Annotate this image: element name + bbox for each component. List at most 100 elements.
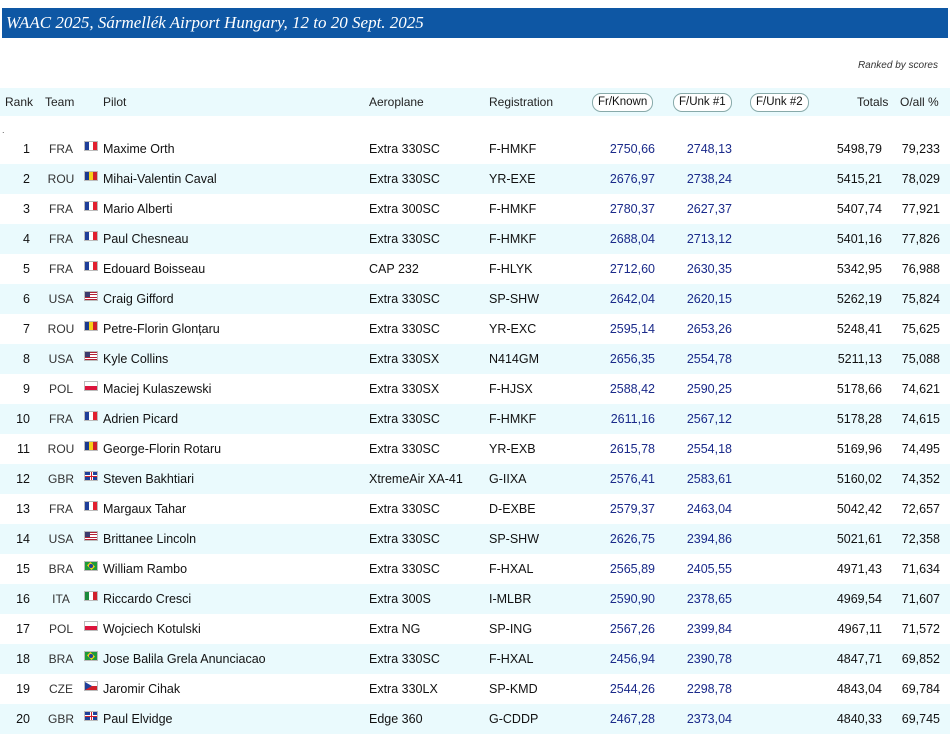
f-unk1-cell: 2298,78 [686,682,732,696]
fr-known-cell: 2688,04 [609,232,655,246]
fra-flag-icon [84,501,98,511]
gbr-flag-icon [84,711,98,721]
table-row: 14 USA Brittanee Lincoln Extra 330SC SP-SHW 2… [0,524,950,554]
overall-cell: 71,607 [901,592,940,606]
overall-cell: 74,352 [901,472,940,486]
f-unk2-button[interactable]: F/Unk #2 [750,93,809,112]
aeroplane-cell: Extra 330SX [369,382,440,396]
overall-cell: 71,572 [901,622,940,636]
aeroplane-cell: Extra 330SC [369,532,440,546]
aeroplane-cell: Extra 330SC [369,232,440,246]
overall-cell: 71,634 [901,562,940,576]
ranked-by-note: Ranked by scores [857,60,938,71]
overall-cell: 75,824 [901,292,940,306]
fr-known-cell: 2626,75 [609,532,655,546]
rank-cell: 5 [23,262,30,276]
totals-cell: 5262,19 [836,292,882,306]
table-row: 15 BRA William Rambo Extra 330SC F-HXAL 2565,… [0,554,950,584]
page-title: WAAC 2025, Sármellék Airport Hungary, 12… [2,8,948,38]
cze-flag-icon [84,681,98,691]
aeroplane-cell: Extra 330SC [369,442,440,456]
overall-cell: 72,657 [901,502,940,516]
f-unk1-cell: 2590,25 [686,382,732,396]
f-unk1-button[interactable]: F/Unk #1 [673,93,732,112]
overall-cell: 72,358 [901,532,940,546]
team-cell: BRA [48,562,74,576]
pilot-cell: George-Florin Rotaru [103,442,222,456]
usa-flag-icon [84,351,98,361]
fr-known-cell: 2467,28 [609,712,655,726]
aeroplane-cell: Extra 330SC [369,502,440,516]
rank-cell: 6 [23,292,30,306]
team-cell: ROU [47,322,75,336]
team-cell: POL [48,382,73,396]
overall-cell: 75,088 [901,352,940,366]
pilot-cell: Maxime Orth [103,142,175,156]
table-row: 13 FRA Margaux Tahar Extra 330SC D-EXBE 2579,… [0,494,950,524]
table-row: 4 FRA Paul Chesneau Extra 330SC F-HMKF 2688,0… [0,224,950,254]
bra-flag-icon [84,651,98,661]
table-row: 20 GBR Paul Elvidge Edge 360 G-CDDP 2467,28 23… [0,704,950,734]
rank-cell: 13 [16,502,30,516]
table-row: 1 FRA Maxime Orth Extra 330SC F-HMKF 2750,66 2… [0,134,950,164]
table-row: 6 USA Craig Gifford Extra 330SC SP-SHW 2642,0… [0,284,950,314]
totals-cell: 5042,42 [836,502,882,516]
team-cell: POL [48,622,73,636]
totals-cell: 5211,13 [837,352,882,366]
fr-known-cell: 2656,35 [609,352,655,366]
fr-known-cell: 2615,78 [609,442,655,456]
aeroplane-cell: Extra 330SC [369,292,440,306]
pilot-cell: William Rambo [103,562,188,576]
rank-cell: 16 [16,592,30,606]
fr-known-cell: 2456,94 [609,652,655,666]
totals-cell: 5021,61 [836,532,882,546]
pilot-cell: Mario Alberti [103,202,173,216]
pol-flag-icon [84,621,98,631]
rou-flag-icon [84,171,98,181]
team-cell: FRA [49,232,73,246]
fr-known-cell: 2676,97 [609,172,655,186]
totals-cell: 4969,54 [836,592,882,606]
pilot-cell: Edouard Boisseau [103,262,206,276]
pilot-cell: Paul Elvidge [103,712,173,726]
fra-flag-icon [84,231,98,241]
table-row: 3 FRA Mario Alberti Extra 300SC F-HMKF 2780,3… [0,194,950,224]
totals-cell: 5160,02 [836,472,882,486]
rank-cell: 8 [23,352,30,366]
pilot-cell: Margaux Tahar [103,502,187,516]
aeroplane-cell: Extra 330SC [369,142,440,156]
registration-cell: G-CDDP [489,712,539,726]
fr-known-cell: 2567,26 [609,622,655,636]
overall-cell: 77,921 [901,202,940,216]
fr-known-cell: 2712,60 [609,262,655,276]
overall-cell: 74,621 [901,382,940,396]
fr-known-button[interactable]: Fr/Known [592,93,654,112]
aeroplane-cell: Extra 330LX [369,682,438,696]
table-row: 12 GBR Steven Bakhtiari XtremeAir XA-41 G-II… [0,464,950,494]
totals-cell: 5169,96 [836,442,882,456]
aeroplane-cell: Extra 330SX [369,352,440,366]
rank-cell: 9 [23,382,30,396]
team-cell: FRA [49,412,73,426]
bra-flag-icon [84,561,98,571]
header-totals: Totals [857,95,889,109]
header-aeroplane: Aeroplane [369,95,424,109]
aeroplane-cell: Extra 330SC [369,172,440,186]
team-cell: FRA [49,202,73,216]
f-unk1-cell: 2738,24 [686,172,732,186]
registration-cell: F-HMKF [489,232,537,246]
table-row: 5 FRA Edouard Boisseau CAP 232 F-HLYK 2712,60… [0,254,950,284]
registration-cell: N414GM [489,352,540,366]
usa-flag-icon [84,291,98,301]
fr-known-cell: 2642,04 [609,292,655,306]
pilot-cell: Riccardo Cresci [103,592,192,606]
f-unk1-cell: 2405,55 [686,562,732,576]
overall-cell: 77,826 [901,232,940,246]
overall-cell: 69,784 [901,682,940,696]
f-unk1-cell: 2748,13 [686,142,732,156]
team-cell: ROU [47,172,75,186]
f-unk1-cell: 2630,35 [686,262,732,276]
overall-cell: 79,233 [901,142,940,156]
header-overall: O/all % [900,95,939,109]
registration-cell: F-HMKF [489,202,537,216]
